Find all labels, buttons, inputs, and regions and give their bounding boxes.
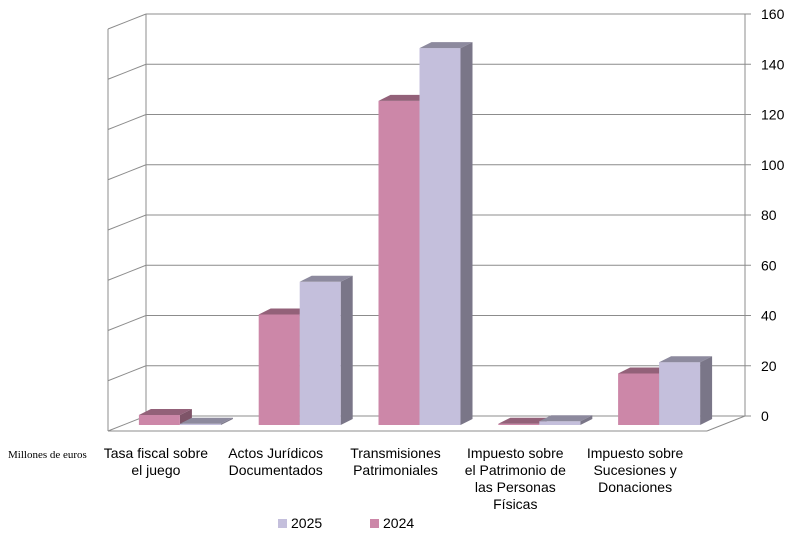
category-label: Sucesiones y [593, 462, 676, 478]
y-tick-label: 40 [761, 308, 777, 324]
legend-label-2025: 2025 [291, 515, 322, 531]
side-gridline [107, 365, 147, 382]
legend-swatch-2024 [370, 519, 379, 528]
y-tick-label: 60 [761, 257, 777, 273]
bar-side-2025 [220, 417, 233, 425]
bar-2024 [138, 414, 180, 425]
bar-top-2025 [539, 415, 593, 422]
legend-label-2024: 2024 [383, 515, 414, 531]
bar-side-2025 [460, 42, 473, 425]
y-tick-label: 160 [761, 6, 785, 22]
category-label: Documentados [229, 462, 323, 478]
bars [138, 42, 713, 425]
side-gridline [107, 114, 147, 130]
bar-2024 [378, 100, 420, 425]
category-label: Impuesto sobre [467, 445, 564, 461]
legend: 2025 2024 [278, 515, 414, 531]
bar-top-2024 [378, 94, 432, 101]
category-label: el Patrimonio de [465, 462, 566, 478]
category-label: Donaciones [598, 479, 672, 495]
category-label: Tasa fiscal sobre [104, 445, 208, 461]
bar-side-2024 [179, 408, 192, 425]
category-label: Transmisiones [350, 445, 441, 461]
bar-side-2025 [700, 356, 713, 425]
y-tick-label: 20 [761, 358, 777, 374]
y-tick-label: 0 [761, 408, 769, 424]
category-label: Actos Jurídicos [228, 445, 323, 461]
y-tick-label: 100 [761, 157, 785, 173]
side-gridline [107, 264, 147, 281]
bar-top-2024 [618, 367, 672, 374]
category-label: Físicas [493, 496, 537, 512]
bar-top-2025 [659, 356, 713, 363]
bar-2025 [179, 423, 221, 425]
bar-side-2025 [340, 275, 353, 425]
bar-top-2024 [138, 408, 192, 415]
side-gridline [107, 214, 147, 231]
bar-2025 [659, 362, 701, 425]
unit-label: Millones de euros [8, 449, 87, 461]
side-gridline [107, 164, 147, 181]
bar-top-2025 [179, 417, 233, 424]
bar-top-2025 [299, 275, 353, 282]
category-label: las Personas [475, 479, 556, 495]
bar-2025 [419, 48, 461, 425]
category-label: Impuesto sobre [587, 445, 684, 461]
bar-2025 [539, 421, 581, 425]
bar-top-2024 [498, 417, 552, 424]
category-label: el juego [131, 462, 180, 478]
bar-2024 [498, 423, 540, 425]
side-gridline [107, 63, 147, 80]
category-label: Patrimoniales [353, 462, 438, 478]
floor-right-edge [706, 415, 746, 432]
y-tick-label: 120 [761, 107, 785, 123]
bar-2024 [258, 314, 300, 425]
y-tick-label: 80 [761, 207, 777, 223]
bar-2024 [618, 373, 660, 425]
side-gridline [107, 315, 147, 331]
side-gridline [107, 13, 147, 30]
bar-top-2025 [419, 42, 473, 49]
bar-top-2024 [258, 308, 312, 315]
bar-side-2025 [580, 415, 593, 425]
y-tick-label: 140 [761, 56, 785, 72]
y-axis-tick-labels: 0 20 40 60 80 100 120 140 160 [761, 6, 785, 424]
legend-swatch-2025 [278, 519, 287, 528]
bar-2025 [299, 281, 341, 425]
